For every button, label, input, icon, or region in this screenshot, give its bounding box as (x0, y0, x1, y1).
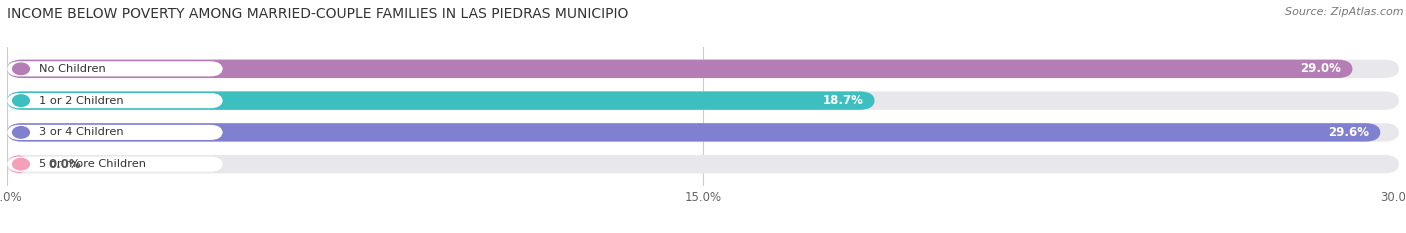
Text: No Children: No Children (38, 64, 105, 74)
FancyBboxPatch shape (7, 123, 1381, 142)
Text: 29.6%: 29.6% (1327, 126, 1369, 139)
FancyBboxPatch shape (7, 125, 222, 140)
Text: 5 or more Children: 5 or more Children (38, 159, 146, 169)
Text: 0.0%: 0.0% (49, 158, 82, 171)
Circle shape (13, 95, 30, 106)
Text: INCOME BELOW POVERTY AMONG MARRIED-COUPLE FAMILIES IN LAS PIEDRAS MUNICIPIO: INCOME BELOW POVERTY AMONG MARRIED-COUPL… (7, 7, 628, 21)
FancyBboxPatch shape (7, 123, 1399, 142)
FancyBboxPatch shape (7, 93, 222, 108)
Text: 29.0%: 29.0% (1301, 62, 1341, 75)
FancyBboxPatch shape (7, 155, 31, 173)
Circle shape (13, 127, 30, 138)
FancyBboxPatch shape (7, 157, 222, 172)
FancyBboxPatch shape (7, 91, 875, 110)
FancyBboxPatch shape (7, 60, 1353, 78)
FancyBboxPatch shape (7, 60, 1399, 78)
Text: 1 or 2 Children: 1 or 2 Children (38, 96, 124, 106)
Text: 18.7%: 18.7% (823, 94, 863, 107)
FancyBboxPatch shape (7, 61, 222, 76)
Circle shape (13, 63, 30, 75)
Circle shape (13, 158, 30, 170)
Text: 3 or 4 Children: 3 or 4 Children (38, 127, 124, 137)
FancyBboxPatch shape (7, 155, 1399, 173)
Text: Source: ZipAtlas.com: Source: ZipAtlas.com (1285, 7, 1403, 17)
FancyBboxPatch shape (7, 91, 1399, 110)
